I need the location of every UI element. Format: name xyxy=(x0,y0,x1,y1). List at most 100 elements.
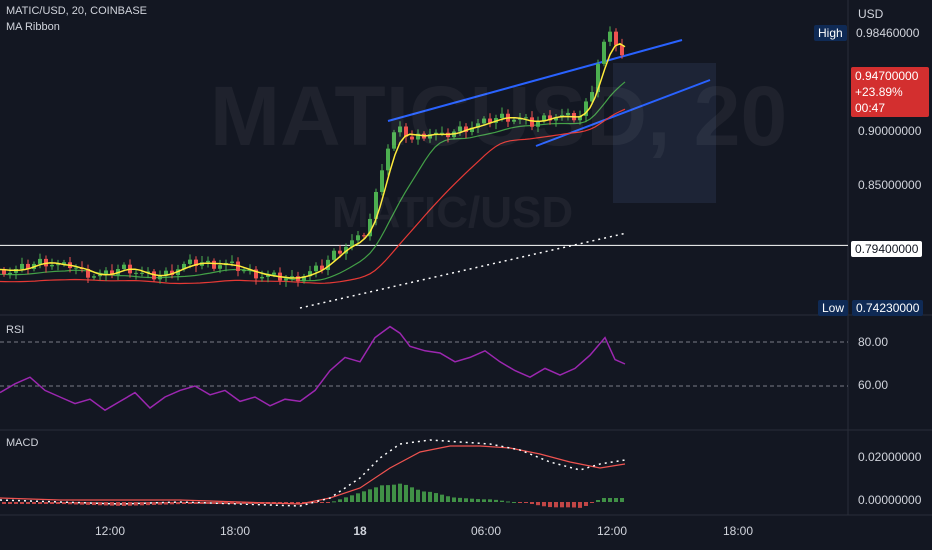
macd-histogram-bar xyxy=(98,502,102,506)
candle-body xyxy=(392,132,396,149)
candle-body xyxy=(470,127,474,133)
candle-body xyxy=(482,118,486,124)
candle-body xyxy=(608,31,612,42)
macd-histogram-bar xyxy=(158,502,162,505)
channel-upper xyxy=(387,39,683,122)
macd-histogram-bar xyxy=(368,489,372,502)
candle-body xyxy=(524,117,528,119)
candle-body xyxy=(266,274,270,277)
price-change: +23.89% xyxy=(855,85,903,99)
candle-body xyxy=(26,263,30,270)
macd-histogram-bar xyxy=(614,498,618,502)
currency-label: USD xyxy=(858,7,884,21)
macd-histogram-bar xyxy=(68,502,72,505)
time-tick: 18:00 xyxy=(722,524,754,538)
candle-body xyxy=(458,126,462,132)
indicator-label[interactable]: MA Ribbon xyxy=(6,21,60,33)
macd-histogram-bar xyxy=(536,502,540,506)
macd-histogram-bar xyxy=(326,502,330,503)
macd-histogram-bar xyxy=(380,485,384,502)
channel-lower xyxy=(535,79,711,147)
macd-histogram-bar xyxy=(248,502,252,504)
macd-histogram-bar xyxy=(518,502,522,503)
macd-histogram-bar xyxy=(320,502,324,503)
macd-histogram-bar xyxy=(44,502,48,504)
macd-histogram-bar xyxy=(542,502,546,507)
symbol-title[interactable]: MATIC/USD, 20, COINBASE xyxy=(6,5,147,17)
dotted-ma-line xyxy=(299,232,626,309)
candle-body xyxy=(488,118,492,123)
macd-histogram-bar xyxy=(14,502,18,504)
macd-histogram-bar xyxy=(200,502,204,504)
macd-histogram-bar xyxy=(452,497,456,502)
candle-body xyxy=(206,260,210,263)
candle-body xyxy=(380,170,384,192)
candle-body xyxy=(218,265,222,269)
candle-body xyxy=(620,45,624,56)
macd-histogram-bar xyxy=(110,502,114,506)
macd-histogram-bar xyxy=(386,485,390,502)
candle-body xyxy=(434,132,438,135)
macd-label[interactable]: MACD xyxy=(6,437,39,449)
candle-body xyxy=(308,271,312,277)
macd-histogram-bar xyxy=(212,502,216,504)
macd-histogram-bar xyxy=(548,502,552,508)
macd-histogram-bar xyxy=(38,502,42,504)
candle-body xyxy=(416,133,420,140)
macd-line xyxy=(0,439,626,507)
macd-histogram-bar xyxy=(440,494,444,502)
macd-histogram-bar xyxy=(182,502,186,504)
candle-body xyxy=(74,267,78,269)
macd-histogram-bar xyxy=(404,484,408,502)
candle-body xyxy=(584,101,588,116)
candle-body xyxy=(230,261,234,263)
candle-body xyxy=(326,259,330,270)
macd-histogram-bar xyxy=(194,502,198,504)
macd-histogram-bar xyxy=(8,502,12,504)
macd-histogram-bar xyxy=(476,499,480,502)
candle-body xyxy=(476,123,480,128)
candle-body xyxy=(302,276,306,282)
macd-histogram-bar xyxy=(140,502,144,506)
candle-body xyxy=(50,264,54,267)
macd-histogram-bar xyxy=(344,497,348,502)
macd-histogram-bar xyxy=(494,499,498,502)
candle-body xyxy=(284,278,288,281)
macd-histogram-bar xyxy=(500,500,504,502)
candle-body xyxy=(212,260,216,269)
macd-histogram-bar xyxy=(512,502,516,503)
candle-body xyxy=(410,136,414,140)
macd-histogram-bar xyxy=(356,493,360,502)
candle-body xyxy=(140,272,144,274)
candle-body xyxy=(242,270,246,272)
macd-histogram-bar xyxy=(188,502,192,504)
current-price-tag: 0.94700000 +23.89% 00:47 xyxy=(851,67,929,117)
candle-body xyxy=(500,113,504,119)
macd-signal-line xyxy=(0,445,626,505)
candle-body xyxy=(344,246,348,254)
macd-histogram-bar xyxy=(170,502,174,505)
macd-histogram-bar xyxy=(350,495,354,502)
candle-body xyxy=(590,92,594,102)
candle-body xyxy=(566,113,570,116)
time-tick: 12:00 xyxy=(94,524,126,538)
macd-histogram-bar xyxy=(128,502,132,506)
candle-body xyxy=(254,269,258,279)
candle-body xyxy=(44,258,48,267)
macd-histogram-bar xyxy=(86,502,90,505)
rsi-line xyxy=(0,325,626,412)
macd-histogram-bar xyxy=(554,502,558,508)
macd-histogram-bar xyxy=(596,500,600,502)
macd-histogram-bar xyxy=(608,498,612,502)
macd-histogram-bar xyxy=(122,502,126,506)
candle-body xyxy=(62,262,66,265)
macd-histogram-bar xyxy=(524,502,528,503)
macd-histogram-bar xyxy=(236,502,240,504)
rsi-label[interactable]: RSI xyxy=(6,324,25,336)
candle-body xyxy=(614,31,618,46)
candle-body xyxy=(464,126,468,133)
candle-body xyxy=(110,270,114,275)
candle-body xyxy=(170,270,174,276)
